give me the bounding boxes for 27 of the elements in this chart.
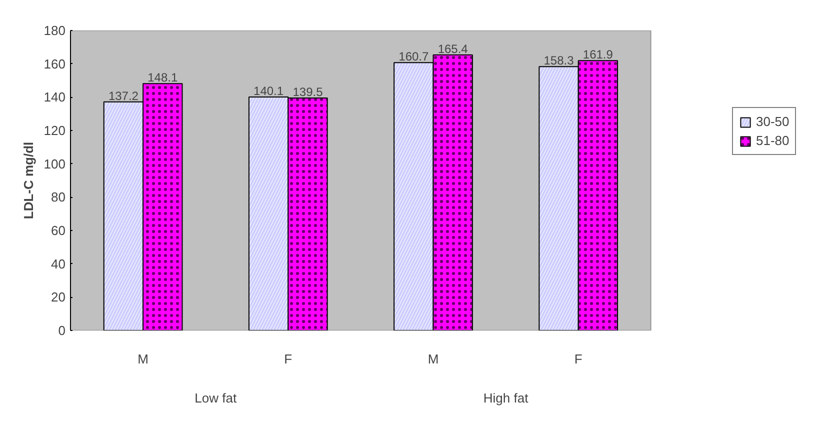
data-label: 165.4 <box>438 42 468 56</box>
x-tick-label: F <box>574 352 582 366</box>
data-label: 160.7 <box>398 50 429 64</box>
text: High fat <box>483 390 529 406</box>
y-tick-label: 20 <box>51 290 66 305</box>
y-tick-label: 60 <box>51 223 66 238</box>
y-tick-label: 0 <box>58 323 66 338</box>
data-label: 161.9 <box>582 48 614 62</box>
x-tick-label: M <box>138 352 148 366</box>
y-tick-label: 180 <box>44 23 66 38</box>
legend-label: 51-80 <box>756 133 790 148</box>
text: Low fat <box>194 390 237 406</box>
x-tick-label: M <box>428 352 439 366</box>
y-tick-label: 100 <box>44 156 66 172</box>
x-tick-label: F <box>284 352 292 366</box>
data-label: 140.1 <box>254 84 284 98</box>
data-label: 158.3 <box>544 54 574 68</box>
data-label: 139.5 <box>292 85 324 99</box>
y-tick-label: 140 <box>44 90 66 105</box>
y-axis-title: LDL-C mg/dl <box>20 142 36 220</box>
data-label: 148.1 <box>148 70 178 85</box>
y-tick-label: 80 <box>51 190 66 205</box>
y-tick-label: 160 <box>44 56 66 72</box>
data-label: 137.2 <box>108 88 139 103</box>
y-tick-label: 120 <box>44 123 66 138</box>
y-tick-label: 40 <box>51 256 66 272</box>
legend-label: 30-50 <box>756 114 790 129</box>
